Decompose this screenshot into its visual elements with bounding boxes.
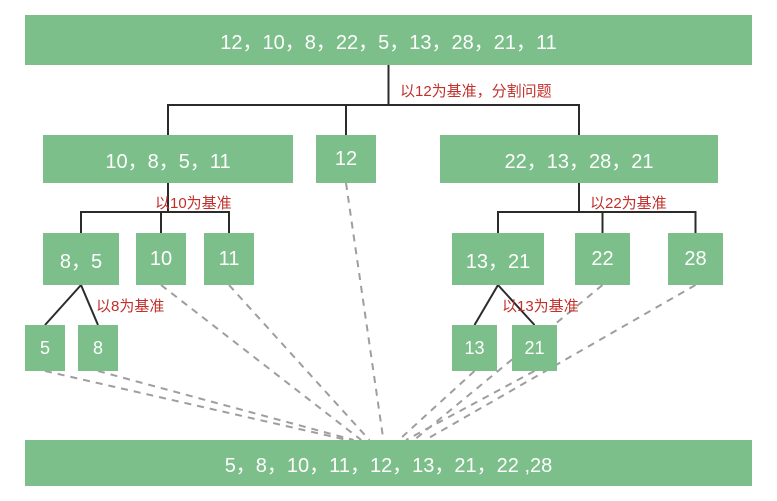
node-label: 5，8，10，11，12，13，21，22 ,28 (225, 449, 553, 478)
node-l1R: 22，13，28，21 (440, 135, 718, 183)
node-label: 11 (219, 248, 240, 271)
edge-solid (45, 285, 81, 325)
node-l3C: 13 (452, 325, 497, 371)
edge-solid (498, 183, 579, 233)
node-l1L: 10，8，5，11 (43, 135, 293, 183)
node-label: 8 (93, 338, 103, 359)
annotation-text: 以12为基准，分割问题 (400, 83, 552, 100)
node-label: 12 (335, 148, 357, 171)
node-label: 13 (464, 338, 484, 359)
edge-dashed (229, 285, 369, 440)
node-l2F: 28 (668, 233, 723, 285)
node-label: 8，5 (60, 245, 102, 274)
quicksort-diagram: 12，10，8，22，5，13，28，21，11 10，8，5，11 12 22，13… (0, 0, 777, 501)
node-l2D: 13，21 (452, 233, 544, 285)
annotation-a1: 以12为基准，分割问题 (400, 80, 552, 101)
node-l3D: 21 (512, 325, 557, 371)
node-result: 5，8，10，11，12，13，21，22 ,28 (25, 440, 752, 486)
node-label: 10 (150, 248, 172, 271)
annotation-text: 以8为基准 (96, 298, 164, 315)
node-label: 13，21 (466, 245, 531, 274)
node-label: 22，13，28，21 (505, 145, 654, 174)
node-l3B: 8 (78, 325, 118, 371)
node-root: 12，10，8，22，5，13，28，21，11 (25, 15, 752, 65)
annotation-a5: 以13为基准 (502, 295, 579, 316)
node-label: 10，8，5，11 (105, 145, 230, 174)
node-l2E: 22 (575, 233, 630, 285)
node-l1M: 12 (316, 135, 376, 183)
node-label: 22 (591, 248, 613, 271)
edge-dashed (406, 371, 534, 440)
annotation-a2: 以10为基准 (155, 192, 232, 213)
annotation-text: 以13为基准 (502, 298, 579, 315)
edge-solid (168, 65, 389, 135)
edge-solid (346, 65, 389, 135)
edge-dashed (346, 183, 383, 440)
annotation-text: 以10为基准 (155, 195, 232, 212)
annotation-text: 以22为基准 (590, 195, 667, 212)
edge-dashed (399, 371, 475, 440)
node-l2B: 10 (136, 233, 186, 285)
node-label: 5 (40, 338, 50, 359)
annotation-a4: 以8为基准 (96, 295, 164, 316)
node-label: 12，10，8，22，5，13，28，21，11 (220, 26, 556, 55)
node-label: 21 (524, 338, 544, 359)
edge-dashed (161, 285, 361, 440)
annotation-a3: 以22为基准 (590, 192, 667, 213)
edge-dashed (98, 371, 354, 440)
edge-solid (475, 285, 499, 325)
node-label: 28 (684, 248, 706, 271)
node-l3A: 5 (25, 325, 65, 371)
node-l2C: 11 (204, 233, 254, 285)
node-l2A: 8，5 (43, 233, 119, 285)
edge-dashed (45, 371, 347, 440)
